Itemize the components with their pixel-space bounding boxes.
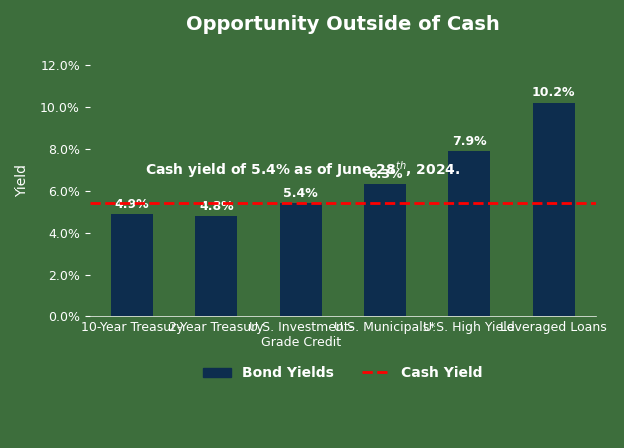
Bar [195, 216, 237, 316]
Y-axis label: Yield: Yield [15, 164, 29, 197]
Bar [364, 185, 406, 316]
Text: 4.8%: 4.8% [199, 200, 233, 213]
Text: 10.2%: 10.2% [532, 86, 575, 99]
Bar [280, 203, 322, 316]
Legend: Bond Yields, Cash Yield: Bond Yields, Cash Yield [198, 361, 488, 386]
Bar [533, 103, 575, 316]
Text: 4.9%: 4.9% [115, 198, 149, 211]
Text: 5.4%: 5.4% [283, 187, 318, 200]
Text: 6.3%: 6.3% [368, 168, 402, 181]
Bar [111, 214, 153, 316]
Title: Opportunity Outside of Cash: Opportunity Outside of Cash [186, 15, 500, 34]
Bar [448, 151, 490, 316]
Text: Cash yield of 5.4% as of June 28$^{th}$, 2024.: Cash yield of 5.4% as of June 28$^{th}$,… [145, 159, 461, 180]
Text: 7.9%: 7.9% [452, 135, 487, 148]
